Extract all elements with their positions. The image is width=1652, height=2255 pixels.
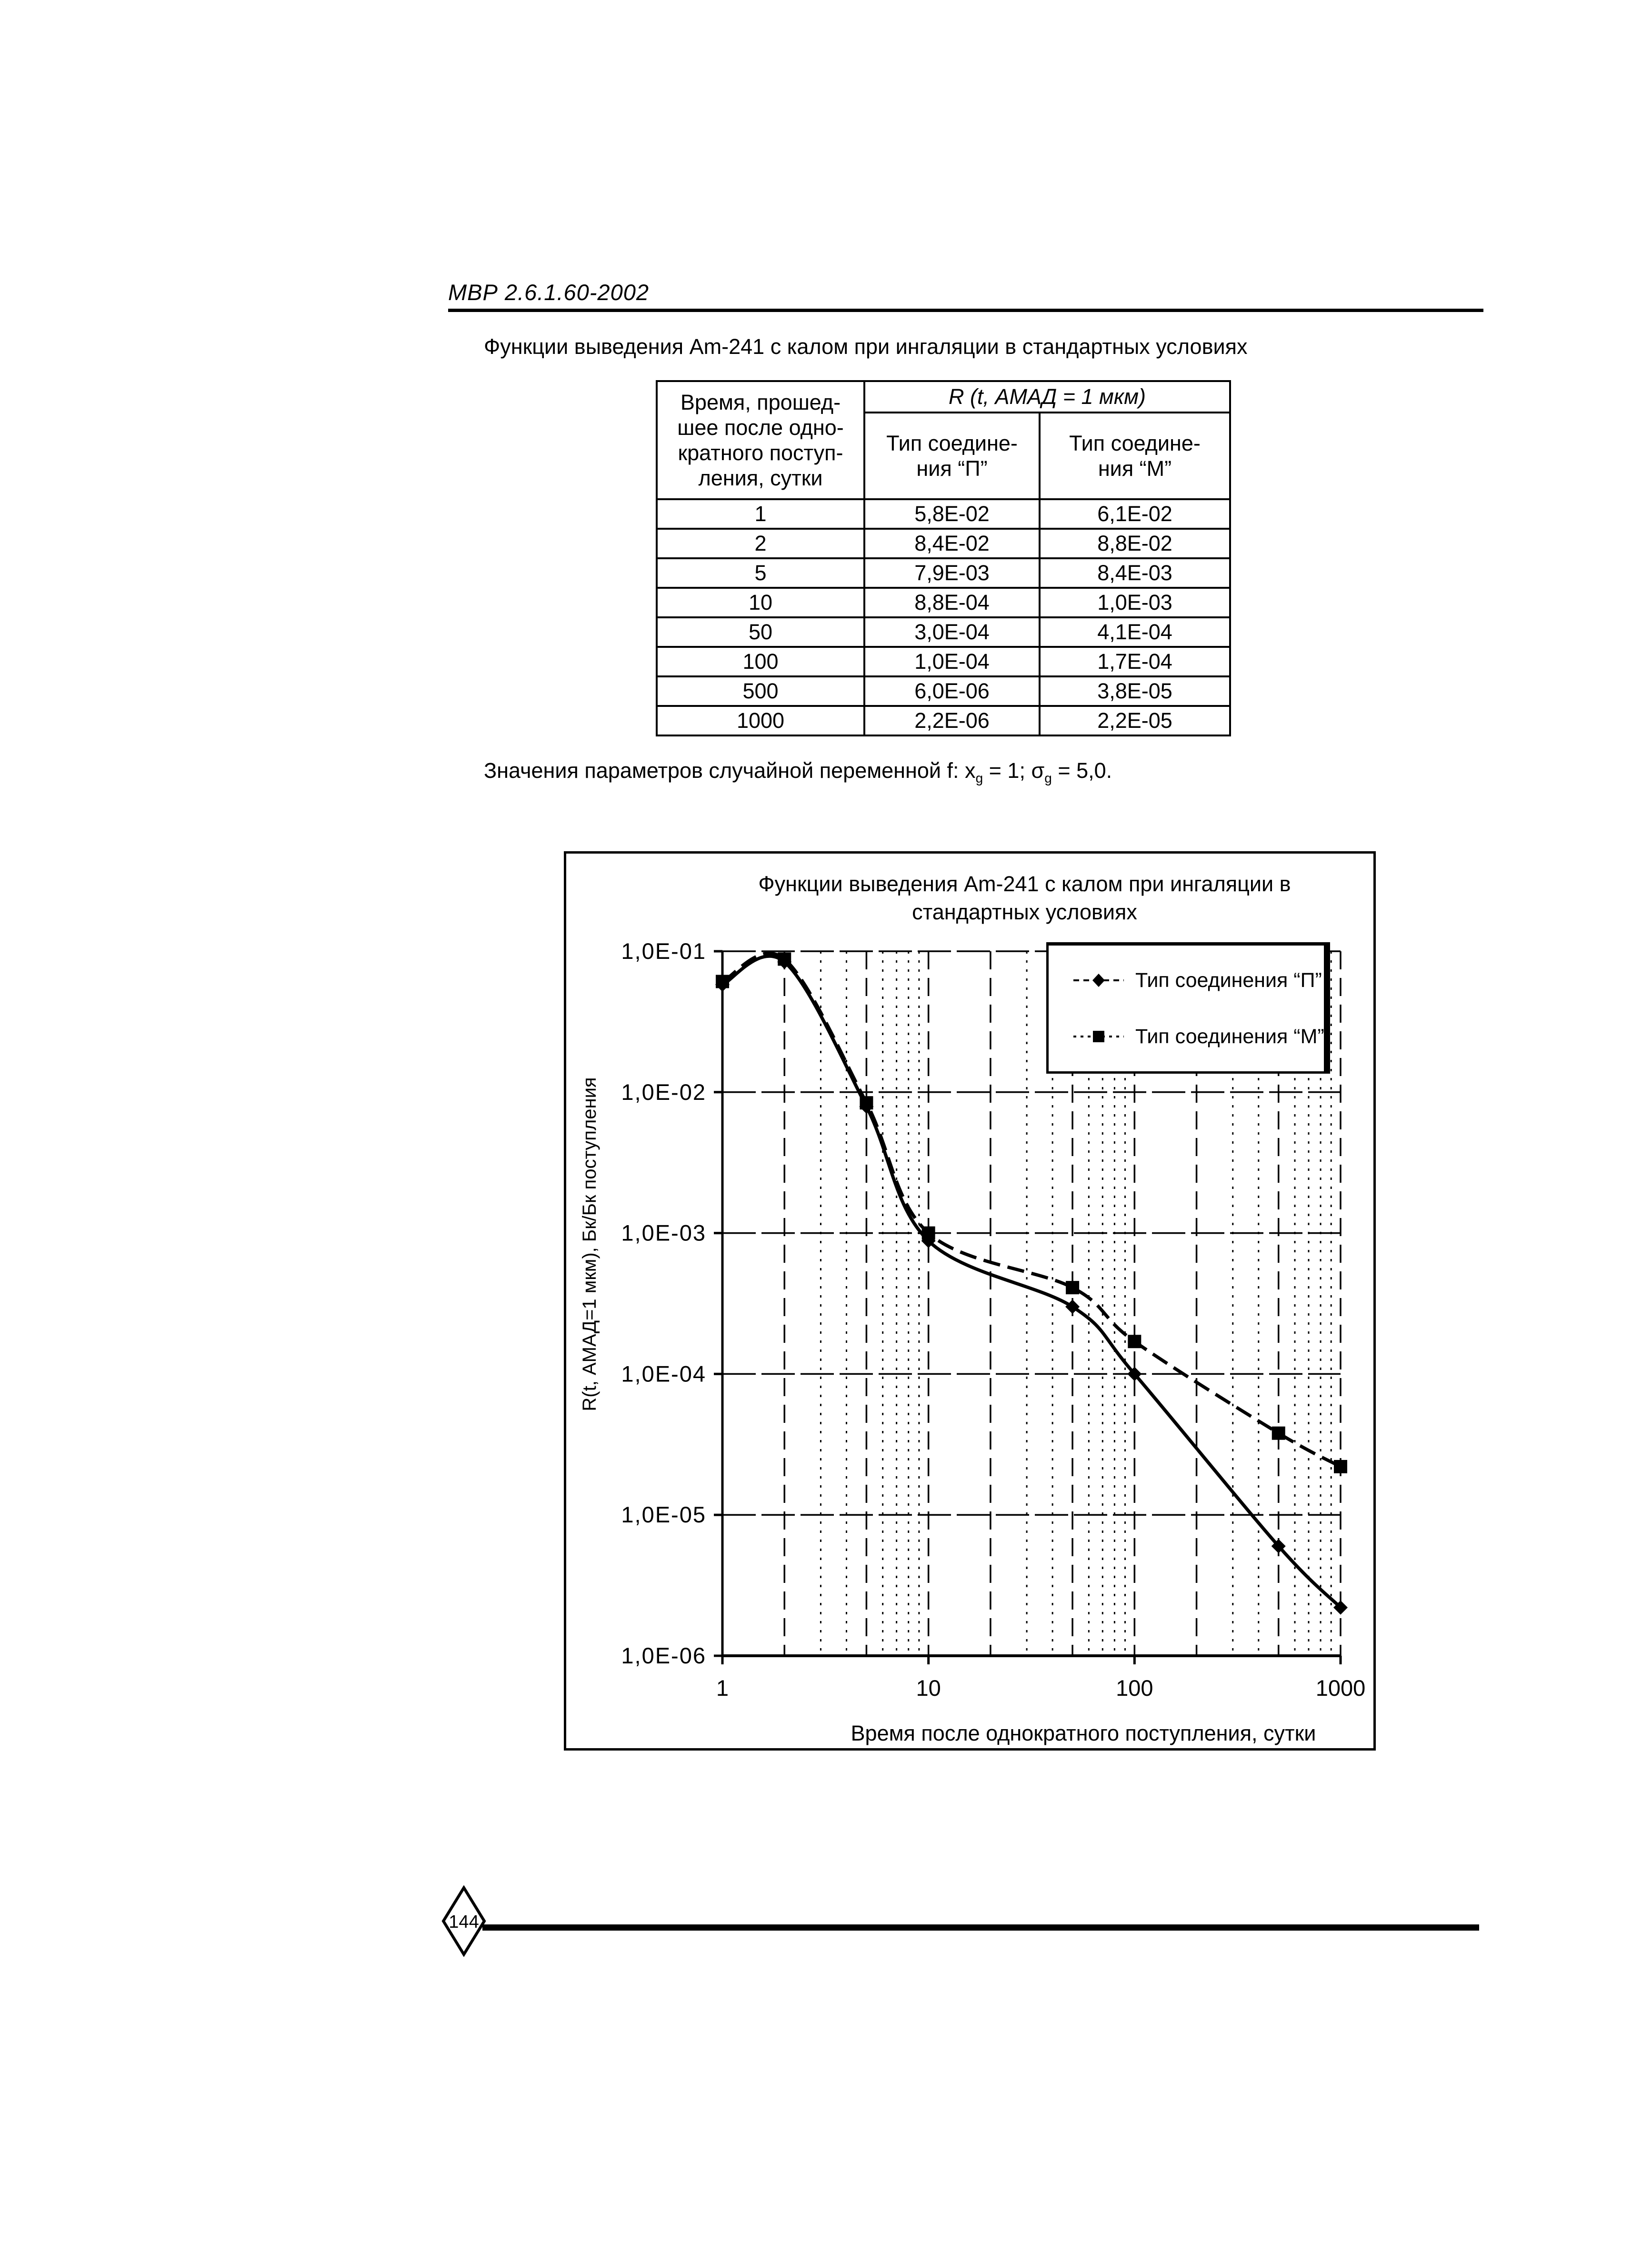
- y-axis-title: R(t, АМАД=1 мкм), Бк/Бк поступления: [579, 1077, 600, 1411]
- legend-item-type-p: Тип соединения “П”: [1072, 968, 1322, 992]
- table-row: 500 6,0E-06 3,8E-05: [656, 675, 1231, 707]
- table-subheader-row: Тип соедине- ния “П” Тип соедине- ния “М…: [657, 412, 1231, 500]
- time-cell: 2: [656, 528, 865, 559]
- series-line-m: [721, 951, 1342, 1468]
- time-cell: 5: [656, 557, 865, 589]
- square-marker-icon: [921, 1226, 935, 1240]
- y-tick-label: 1,0E-05: [621, 1502, 706, 1527]
- x-axis-title: Время после однократного поступления, су…: [851, 1721, 1316, 1745]
- y-tick-label: 1,0E-03: [621, 1220, 706, 1246]
- time-cell: 10: [656, 587, 865, 618]
- y-tick-label: 1,0E-06: [621, 1643, 706, 1668]
- note-subscript: g: [975, 771, 983, 785]
- table-title: Функции выведения Am-241 с калом при инг…: [484, 334, 1248, 359]
- type-p-column-header: Тип соедине- ния “П”: [863, 412, 1041, 500]
- excretion-data-table: Время, прошед- шее после одно- кратного …: [656, 380, 1231, 736]
- square-marker-icon: [1128, 1335, 1141, 1349]
- square-marker-icon: [778, 952, 791, 966]
- square-marker-icon: [860, 1096, 873, 1110]
- type-m-cell: 6,1E-02: [1039, 498, 1231, 530]
- type-m-cell: 8,8E-02: [1039, 528, 1231, 559]
- document-code-header: МВР 2.6.1.60-2002: [448, 280, 649, 305]
- type-m-cell: 8,4E-03: [1039, 557, 1231, 589]
- chart-frame: 1,0E-01 1,0E-02 1,0E-03 1,0E-04 1,0E-05 1,0E-…: [564, 851, 1376, 1751]
- type-p-cell: 8,8E-04: [863, 587, 1041, 618]
- r-span-header: R (t, АМАД = 1 мкм): [863, 380, 1231, 413]
- type-m-cell: 3,8E-05: [1039, 675, 1231, 707]
- table-header-row: Время, прошед- шее после одно- кратного …: [656, 380, 1231, 500]
- diamond-marker-icon: [1333, 1600, 1348, 1615]
- diamond-marker-icon: [1271, 1539, 1286, 1553]
- legend-item-type-m: Тип соединения “М”: [1072, 1025, 1324, 1048]
- type-p-cell: 5,8E-02: [863, 498, 1041, 530]
- table-row: 2 8,4E-02 8,8E-02: [656, 528, 1231, 559]
- page-number-badge: 144: [441, 1885, 486, 1957]
- square-marker-icon: [1066, 1281, 1080, 1295]
- table-row: 50 3,0E-04 4,1E-04: [656, 616, 1231, 648]
- type-m-column-header: Тип соедине- ния “М”: [1039, 412, 1231, 500]
- diamond-marker-icon: [1065, 1299, 1080, 1314]
- header-rule: [448, 309, 1483, 312]
- diamond-marker-icon: [1127, 1367, 1142, 1381]
- chart-title: Функции выведения Am-241 с калом при инг…: [683, 870, 1366, 926]
- note-text: Значения параметров случайной переменной…: [484, 758, 976, 783]
- table-row: 1000 2,2E-06 2,2E-05: [656, 705, 1231, 736]
- table-row: 1 5,8E-02 6,1E-02: [656, 498, 1231, 530]
- type-m-cell: 1,0E-03: [1039, 587, 1231, 618]
- square-marker-icon: [1272, 1426, 1285, 1440]
- time-cell: 1: [656, 498, 865, 530]
- y-tick-label: 1,0E-04: [621, 1361, 706, 1386]
- parameters-note: Значения параметров случайной переменной…: [484, 758, 1112, 786]
- table-row: 10 8,8E-04 1,0E-03: [656, 587, 1231, 618]
- type-p-cell: 7,9E-03: [863, 557, 1041, 589]
- x-tick-label: 1000: [1316, 1675, 1366, 1701]
- table-row: 100 1,0E-04 1,7E-04: [656, 646, 1231, 677]
- legend-label: Тип соединения “М”: [1135, 1025, 1324, 1048]
- chart-legend: Тип соединения “П” Тип соединения “М”: [1046, 942, 1330, 1074]
- type-m-cell: 2,2E-05: [1039, 705, 1231, 736]
- time-cell: 50: [656, 616, 865, 648]
- type-p-cell: 3,0E-04: [863, 616, 1041, 648]
- legend-label: Тип соединения “П”: [1135, 968, 1322, 992]
- time-cell: 100: [656, 646, 865, 677]
- y-tick-label: 1,0E-02: [621, 1079, 706, 1105]
- x-tick-label: 1: [716, 1675, 729, 1701]
- note-subscript: g: [1044, 771, 1052, 785]
- type-p-cell: 6,0E-06: [863, 675, 1041, 707]
- note-text: = 1; σ: [983, 758, 1045, 783]
- chart-title-line2: стандартных условиях: [912, 900, 1137, 925]
- square-marker-icon: [716, 975, 729, 988]
- y-tick-label: 1,0E-01: [621, 938, 706, 964]
- type-p-cell: 2,2E-06: [863, 705, 1041, 736]
- note-text: = 5,0.: [1051, 758, 1112, 783]
- page-number: 144: [449, 1912, 479, 1932]
- type-m-cell: 1,7E-04: [1039, 646, 1231, 677]
- type-p-cell: 8,4E-02: [863, 528, 1041, 559]
- time-cell: 1000: [656, 705, 865, 736]
- time-cell: 500: [656, 675, 865, 707]
- x-tick-label: 10: [916, 1675, 941, 1701]
- time-column-header: Время, прошед- шее после одно- кратного …: [656, 380, 865, 500]
- diamond-outline-icon: [441, 1885, 486, 1957]
- x-tick-label: 100: [1116, 1675, 1153, 1701]
- footer-rule: [482, 1924, 1479, 1931]
- chart-title-line1: Функции выведения Am-241 с калом при инг…: [758, 872, 1291, 896]
- square-marker-icon: [1073, 1031, 1124, 1042]
- table-row: 5 7,9E-03 8,4E-03: [656, 557, 1231, 589]
- type-m-cell: 4,1E-04: [1039, 616, 1231, 648]
- type-p-cell: 1,0E-04: [863, 646, 1041, 677]
- square-marker-icon: [1334, 1460, 1347, 1473]
- diamond-marker-icon: [1073, 974, 1124, 987]
